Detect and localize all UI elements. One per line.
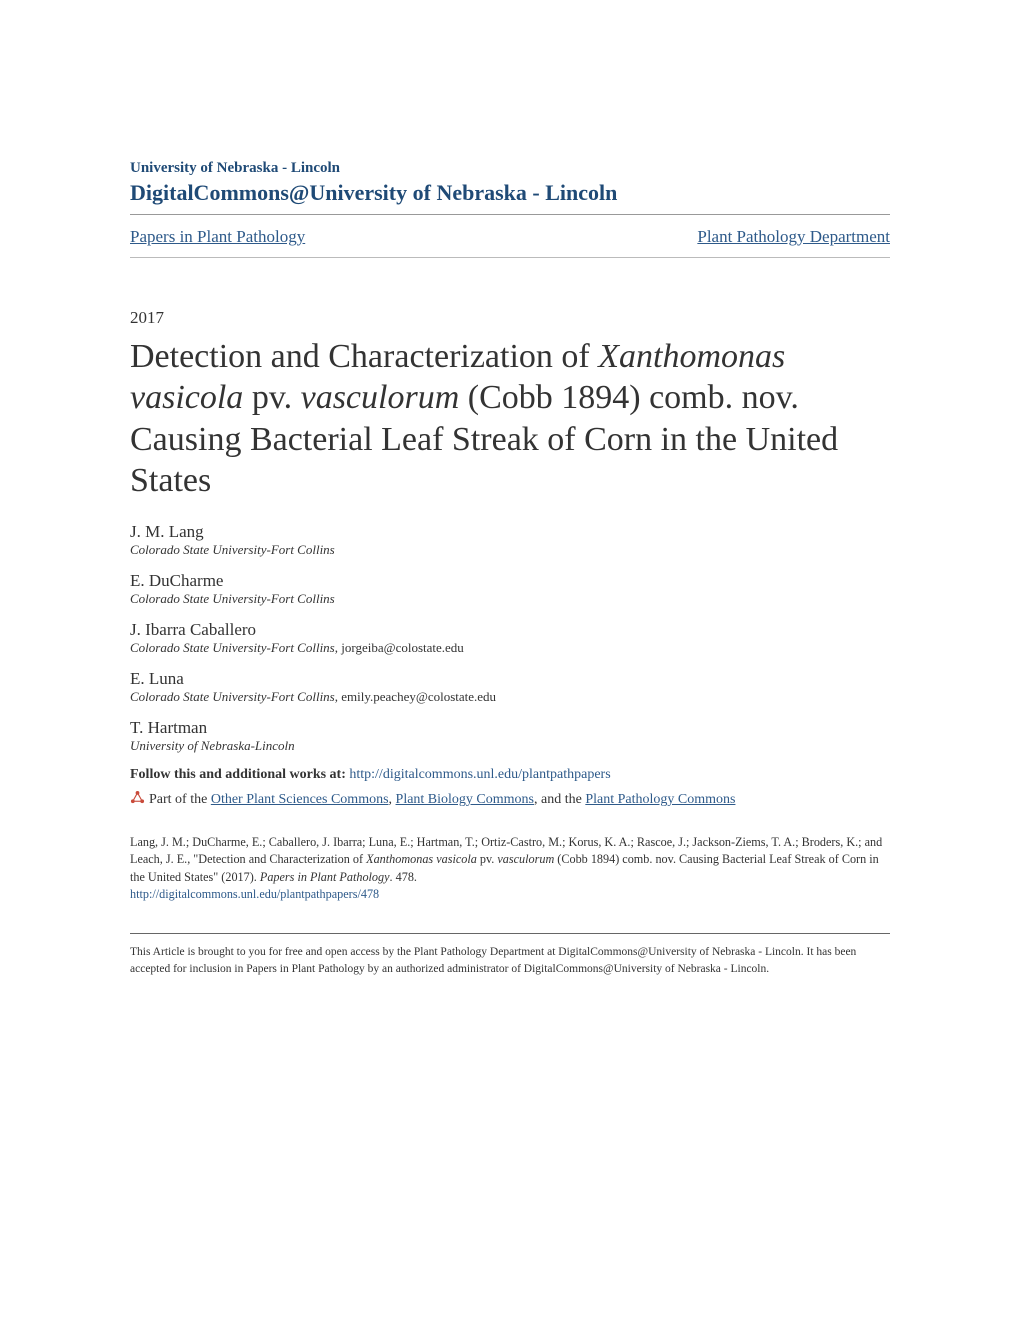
recommended-citation: Lang, J. M.; DuCharme, E.; Caballero, J.…: [130, 834, 890, 903]
author-name: T. Hartman: [130, 718, 890, 738]
publication-year: 2017: [130, 308, 890, 328]
divider: [130, 933, 890, 934]
author-affiliation: University of Nebraska-Lincoln: [130, 738, 890, 754]
subject-commons: Part of the Other Plant Sciences Commons…: [130, 789, 890, 810]
commons-link[interactable]: Plant Pathology Commons: [585, 792, 735, 807]
author-entry: J. Ibarra Caballero Colorado State Unive…: [130, 620, 890, 656]
breadcrumb: Papers in Plant Pathology Plant Patholog…: [130, 227, 890, 247]
author-entry: E. Luna Colorado State University-Fort C…: [130, 669, 890, 705]
repository-name[interactable]: DigitalCommons@University of Nebraska - …: [130, 180, 890, 206]
author-affiliation: Colorado State University-Fort Collins, …: [130, 689, 890, 705]
collection-url-link[interactable]: http://digitalcommons.unl.edu/plantpathp…: [349, 767, 610, 782]
university-name: University of Nebraska - Lincoln: [130, 160, 890, 177]
divider: [130, 214, 890, 215]
citation-url-link[interactable]: http://digitalcommons.unl.edu/plantpathp…: [130, 887, 379, 901]
author-name: E. Luna: [130, 669, 890, 689]
collection-link[interactable]: Papers in Plant Pathology: [130, 227, 305, 247]
author-entry: J. M. Lang Colorado State University-For…: [130, 522, 890, 558]
author-entry: E. DuCharme Colorado State University-Fo…: [130, 571, 890, 607]
divider: [130, 257, 890, 258]
author-affiliation: Colorado State University-Fort Collins: [130, 542, 890, 558]
commons-link[interactable]: Plant Biology Commons: [396, 792, 534, 807]
author-name: J. Ibarra Caballero: [130, 620, 890, 640]
author-name: J. M. Lang: [130, 522, 890, 542]
author-affiliation: Colorado State University-Fort Collins, …: [130, 640, 890, 656]
network-icon: [130, 790, 145, 805]
follow-works: Follow this and additional works at: htt…: [130, 767, 890, 783]
access-statement: This Article is brought to you for free …: [130, 944, 890, 977]
article-title: Detection and Characterization of Xantho…: [130, 336, 890, 502]
commons-link[interactable]: Other Plant Sciences Commons: [211, 792, 389, 807]
author-name: E. DuCharme: [130, 571, 890, 591]
author-entry: T. Hartman University of Nebraska-Lincol…: [130, 718, 890, 754]
department-link[interactable]: Plant Pathology Department: [697, 227, 890, 247]
author-affiliation: Colorado State University-Fort Collins: [130, 591, 890, 607]
